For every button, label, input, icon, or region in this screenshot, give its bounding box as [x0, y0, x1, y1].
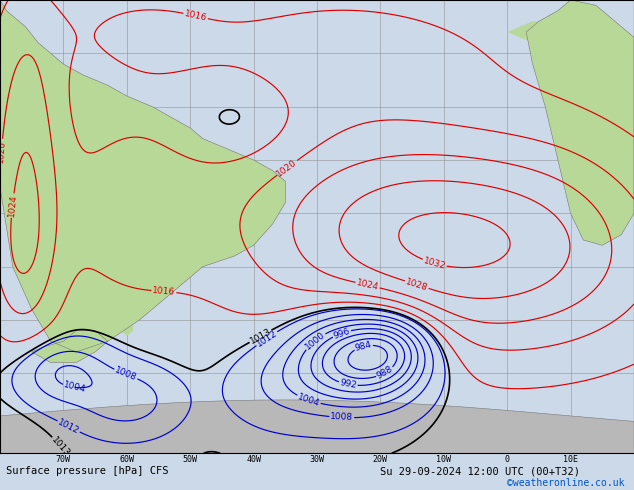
- Text: 50W: 50W: [183, 455, 198, 464]
- Text: 0: 0: [505, 455, 510, 464]
- Text: 10W: 10W: [436, 455, 451, 464]
- Polygon shape: [63, 336, 95, 352]
- Text: 30W: 30W: [309, 455, 325, 464]
- Text: 1013: 1013: [249, 327, 273, 346]
- Text: Surface pressure [hPa] CFS: Surface pressure [hPa] CFS: [6, 466, 169, 476]
- Polygon shape: [507, 22, 558, 43]
- Text: Su 29-09-2024 12:00 UTC (00+T32): Su 29-09-2024 12:00 UTC (00+T32): [380, 466, 580, 476]
- Polygon shape: [32, 331, 108, 363]
- Text: 992: 992: [339, 378, 358, 391]
- Text: ©weatheronline.co.uk: ©weatheronline.co.uk: [507, 478, 624, 488]
- Text: 1004: 1004: [297, 392, 321, 408]
- Text: 1000: 1000: [303, 330, 327, 352]
- Text: 1028: 1028: [404, 277, 429, 293]
- Text: 1024: 1024: [7, 194, 18, 218]
- Text: 1016: 1016: [152, 286, 176, 297]
- Text: 10E: 10E: [563, 455, 578, 464]
- Text: 1013: 1013: [49, 435, 72, 458]
- Polygon shape: [526, 0, 634, 245]
- Polygon shape: [120, 325, 133, 336]
- Polygon shape: [0, 400, 634, 453]
- Text: 1008: 1008: [113, 366, 138, 383]
- Text: 40W: 40W: [246, 455, 261, 464]
- Text: 996: 996: [332, 326, 351, 341]
- Text: 1012: 1012: [56, 417, 81, 436]
- Text: 1008: 1008: [330, 413, 354, 422]
- Text: 1032: 1032: [422, 256, 447, 271]
- Text: 984: 984: [354, 340, 373, 353]
- Text: 1012: 1012: [255, 328, 279, 348]
- Text: 60W: 60W: [119, 455, 134, 464]
- Text: 1016: 1016: [183, 9, 208, 23]
- Text: 1004: 1004: [63, 380, 87, 394]
- Text: 988: 988: [375, 365, 395, 381]
- Text: 1020: 1020: [275, 157, 299, 178]
- Text: 70W: 70W: [56, 455, 71, 464]
- Polygon shape: [0, 0, 285, 352]
- Text: 20W: 20W: [373, 455, 388, 464]
- Text: 1020: 1020: [0, 139, 7, 163]
- Text: 1024: 1024: [356, 278, 380, 292]
